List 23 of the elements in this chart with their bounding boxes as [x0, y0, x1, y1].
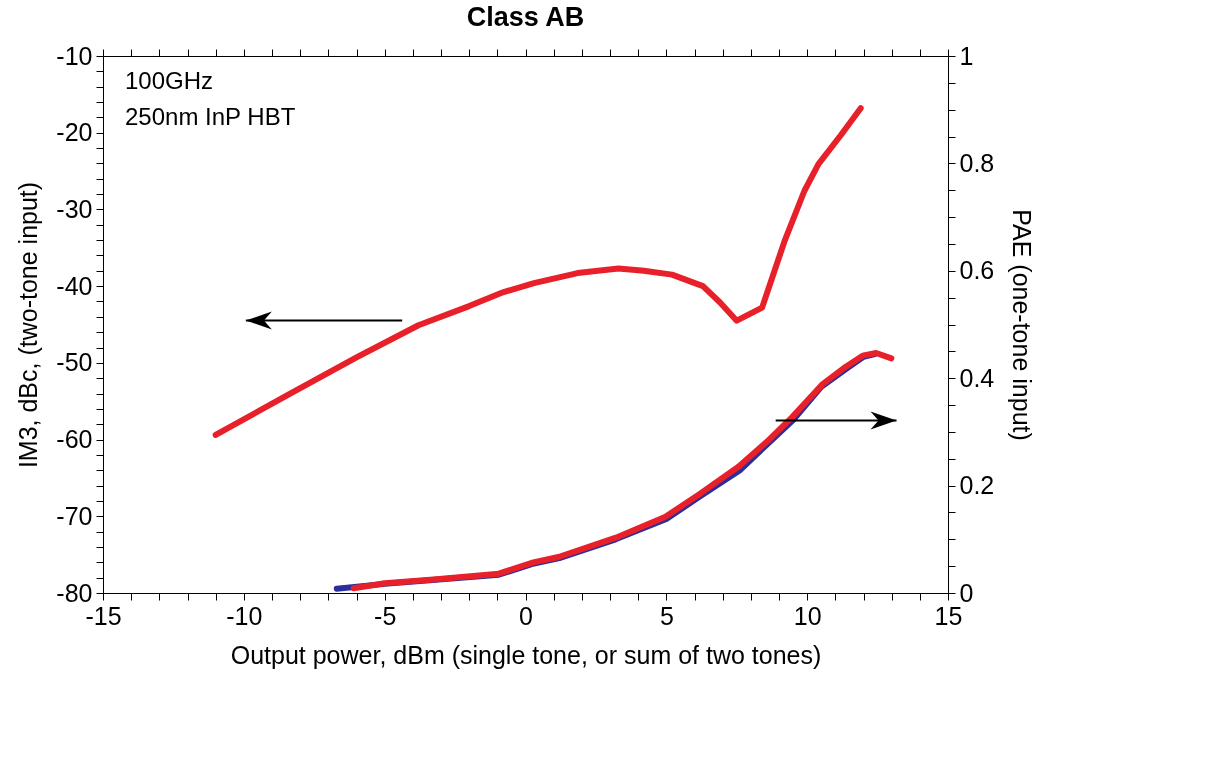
- annotation: 250nm InP HBT: [125, 103, 296, 130]
- y2-tick-label: 0.4: [959, 363, 995, 392]
- y2-tick-label: 0.2: [959, 471, 995, 500]
- y-tick-label: -10: [56, 41, 93, 70]
- y-axis-title: IM3, dBc, (two-tone input): [14, 181, 43, 469]
- y-tick-label: -20: [56, 118, 93, 147]
- y2-axis-title: PAE (one-tone input): [1008, 209, 1037, 441]
- x-tick-label: -5: [374, 601, 397, 630]
- annotation: 100GHz: [125, 67, 214, 94]
- y-tick-label: -70: [56, 501, 93, 530]
- y2-tick-label: 1: [959, 41, 974, 70]
- x-axis-title: Output power, dBm (single tone, or sum of two tones): [230, 640, 822, 669]
- x-tick-label: -10: [226, 601, 263, 630]
- y-tick-label: -30: [56, 194, 93, 223]
- y-tick-label: -50: [56, 348, 93, 377]
- y-tick-label: -60: [56, 425, 93, 454]
- y2-tick-label: 0.6: [959, 256, 995, 285]
- x-tick-label: 5: [659, 601, 674, 630]
- y2-tick-label: 0.8: [959, 148, 995, 177]
- y-tick-label: -40: [56, 271, 93, 300]
- x-tick-label: 10: [793, 601, 822, 630]
- x-tick-label: 0: [519, 601, 533, 630]
- chart-title: Class AB: [466, 2, 585, 32]
